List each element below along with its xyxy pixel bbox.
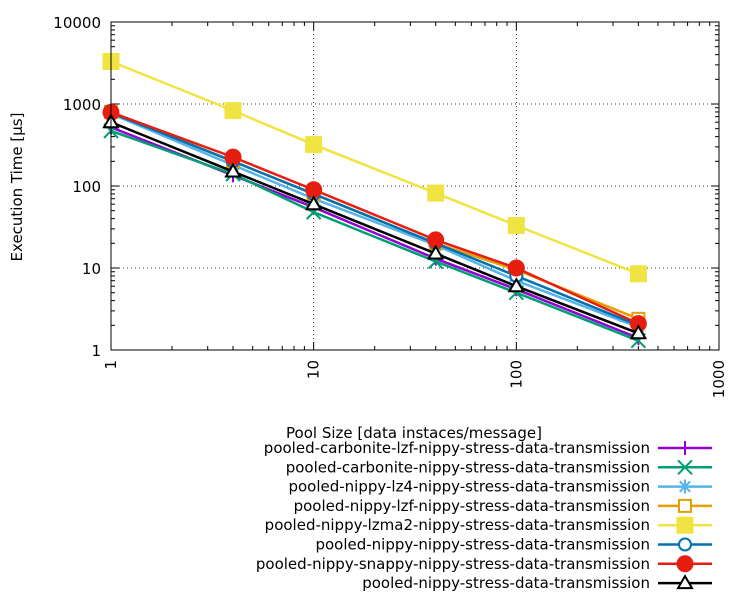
series-line <box>110 129 639 342</box>
data-point <box>224 102 242 120</box>
legend-marker <box>677 459 693 476</box>
legend-entry: pooled-nippy-lzma2-nippy-stress-data-tra… <box>265 516 712 534</box>
y-tick-label: 10000 <box>53 14 101 32</box>
series-7 <box>102 103 647 333</box>
legend-entry: pooled-nippy-lz4-nippy-stress-data-trans… <box>288 478 712 496</box>
legend-marker <box>678 537 692 552</box>
data-point <box>507 216 525 234</box>
legend-label: pooled-nippy-snappy-nippy-stress-data-tr… <box>256 555 650 573</box>
legend-label: pooled-nippy-lzma2-nippy-stress-data-tra… <box>265 516 650 534</box>
plot-frame <box>110 21 720 351</box>
data-point <box>224 162 242 178</box>
legend-label: pooled-nippy-lzf-nippy-stress-data-trans… <box>294 497 650 515</box>
legend-marker <box>678 479 692 494</box>
y-axis-label: Execution Time [µs] <box>8 113 26 262</box>
legend: pooled-carbonite-lzf-nippy-stress-data-t… <box>256 439 712 592</box>
series-5 <box>102 52 647 283</box>
x-tick-labels: 1 10 100 1000 <box>102 360 728 398</box>
legend-entry: pooled-nippy-nippy-stress-data-transmiss… <box>315 536 712 554</box>
series-8 <box>102 113 648 340</box>
legend-entry: pooled-carbonite-lzf-nippy-stress-data-t… <box>264 439 712 457</box>
legend-label: pooled-nippy-lz4-nippy-stress-data-trans… <box>288 478 650 496</box>
series-line <box>110 60 639 275</box>
data-point <box>426 244 445 260</box>
legend-label: pooled-carbonite-nippy-stress-data-trans… <box>286 458 650 476</box>
data-point <box>507 277 526 293</box>
data-point <box>629 324 648 340</box>
data-point <box>305 136 323 154</box>
series-line <box>110 121 639 335</box>
legend-label: pooled-nippy-stress-data-transmission <box>362 574 650 592</box>
legend-label: pooled-carbonite-lzf-nippy-stress-data-t… <box>264 439 650 457</box>
legend-entry: pooled-nippy-snappy-nippy-stress-data-tr… <box>256 555 712 573</box>
x-axis-label: Pool Size [data instaces/message] <box>286 424 542 442</box>
y-tick-label: 1000 <box>63 96 101 114</box>
y-tick-label: 10 <box>82 260 101 278</box>
data-point <box>304 195 323 211</box>
legend-marker <box>676 555 694 573</box>
minor-ticks <box>111 22 719 350</box>
y-tick-labels: 1 10 100 1000 10000 <box>53 14 101 360</box>
data-point <box>629 265 647 283</box>
x-tick-label: 1000 <box>710 360 728 398</box>
legend-marker <box>678 498 692 513</box>
series-group <box>102 52 648 349</box>
x-tick-label: 1 <box>102 360 120 370</box>
legend-entry: pooled-nippy-stress-data-transmission <box>362 574 712 592</box>
data-point <box>427 184 445 202</box>
legend-marker <box>678 441 692 455</box>
data-point <box>507 259 525 277</box>
series-line <box>110 112 639 329</box>
y-tick-label: 100 <box>72 178 101 196</box>
legend-marker <box>676 574 694 590</box>
series-line <box>110 111 639 325</box>
series-2 <box>103 123 647 349</box>
series-line <box>110 111 639 327</box>
legend-entry: pooled-carbonite-nippy-stress-data-trans… <box>286 458 712 476</box>
legend-marker <box>676 516 694 534</box>
x-tick-label: 100 <box>507 360 525 389</box>
y-tick-label: 1 <box>91 342 101 360</box>
legend-entry: pooled-nippy-lzf-nippy-stress-data-trans… <box>294 497 712 515</box>
x-tick-label: 10 <box>305 360 323 379</box>
legend-label: pooled-nippy-nippy-stress-data-transmiss… <box>315 536 650 554</box>
